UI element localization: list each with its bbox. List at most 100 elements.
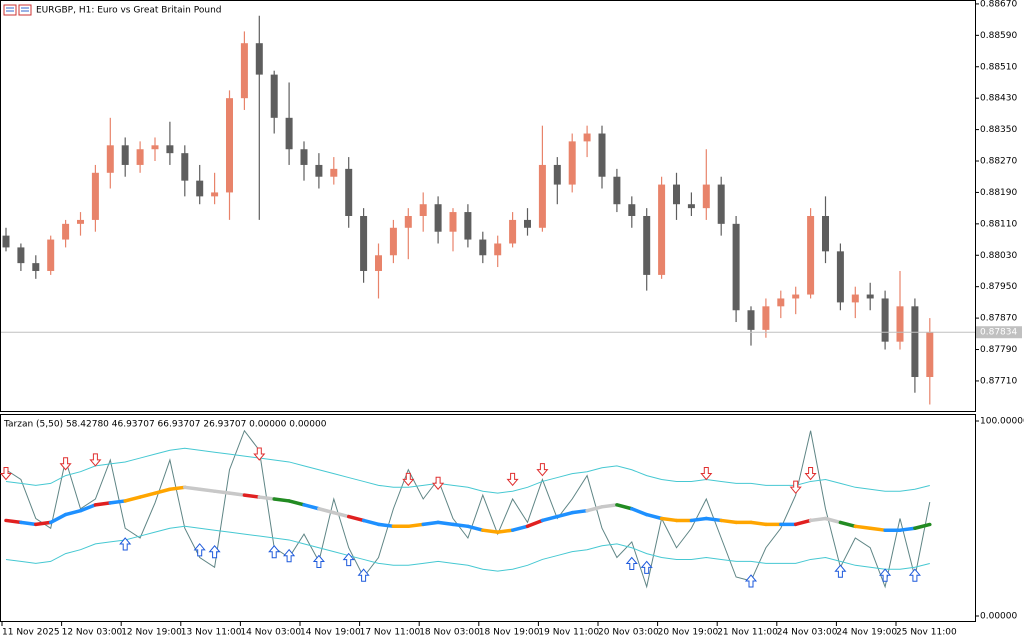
- candle-body: [434, 204, 442, 232]
- candle-body: [687, 204, 695, 209]
- x-tick-label: 12 Nov 03:00: [62, 628, 123, 638]
- signal-segment: [719, 518, 738, 525]
- candle-body: [553, 164, 561, 185]
- candle-body: [375, 255, 382, 271]
- signal-segment: [898, 526, 917, 532]
- signal-segment: [600, 503, 619, 509]
- up-arrow: [268, 545, 281, 559]
- signal-segment: [78, 503, 98, 513]
- y-tick-label: 0.88590: [980, 31, 1017, 41]
- x-tick-label: 17 Nov 11:00: [360, 628, 421, 638]
- y-tick-label: 0.87870: [980, 314, 1017, 324]
- candle-body: [419, 204, 427, 216]
- candle-body: [196, 180, 204, 197]
- signal-segment: [138, 491, 157, 499]
- x-tick-label: 25 Nov 11:00: [896, 628, 957, 638]
- x-tick-label: 18 Nov 03:00: [419, 628, 480, 638]
- signal-segment: [659, 516, 679, 523]
- candle-body: [166, 145, 174, 154]
- y-tick-label: 0.88430: [980, 94, 1017, 104]
- signal-segment: [257, 495, 276, 501]
- up-arrow: [357, 568, 370, 582]
- signal-segment: [332, 510, 351, 519]
- down-arrow: [59, 457, 72, 471]
- candle-body: [866, 294, 874, 299]
- signal-segment: [808, 516, 828, 523]
- signal-segment: [853, 524, 872, 530]
- signal-segment: [317, 507, 336, 515]
- candle-body: [851, 294, 859, 303]
- candle-body: [300, 149, 308, 165]
- candle-body: [836, 251, 844, 303]
- y-tick-label: 0.88030: [980, 251, 1017, 261]
- candle-body: [792, 294, 800, 299]
- signal-segment: [451, 522, 470, 529]
- candle-body: [181, 153, 189, 181]
- candle-body: [211, 192, 219, 197]
- candle-body: [658, 184, 666, 275]
- candle-body: [151, 145, 159, 150]
- signal-segment: [868, 526, 887, 532]
- candle-body: [762, 306, 770, 330]
- signal-segment: [555, 510, 574, 519]
- candle-body: [717, 184, 725, 224]
- band-line: [5, 525, 930, 572]
- down-arrow: [536, 463, 549, 477]
- signal-segment: [913, 522, 932, 530]
- candle-body: [509, 219, 517, 244]
- candle-body: [345, 168, 353, 216]
- last-price-box: [976, 326, 1022, 339]
- signal-segment: [630, 507, 649, 517]
- candle-body: [479, 239, 487, 256]
- down-arrow: [700, 467, 713, 481]
- signal-segment: [302, 503, 321, 511]
- y-tick-label: 0.00000: [980, 611, 1017, 621]
- candle-body: [136, 149, 144, 165]
- signal-segment: [346, 514, 366, 523]
- signal-segment: [570, 508, 589, 515]
- symbol-icon: [3, 4, 32, 16]
- y-tick-label: 0.88190: [980, 188, 1017, 198]
- y-tick-label: 0.88510: [980, 62, 1017, 72]
- x-tick-label: 20 Nov 19:00: [658, 628, 719, 638]
- signal-segment: [510, 524, 530, 532]
- chart-title: EURGBP, H1: Euro vs Great Britain Pound: [36, 6, 221, 16]
- x-tick-label: 18 Nov 19:00: [479, 628, 540, 638]
- signal-segment: [93, 501, 113, 507]
- y-tick-label: 0.87710: [980, 376, 1017, 386]
- signal-segment: [361, 518, 381, 527]
- candle-body: [255, 43, 263, 75]
- candle-body: [2, 235, 10, 248]
- price-frame: [0, 0, 976, 412]
- candle-body: [62, 223, 70, 240]
- candle-body: [702, 184, 710, 209]
- candle-body: [270, 74, 278, 118]
- x-tick-label: 24 Nov 03:00: [777, 628, 838, 638]
- candle-body: [896, 306, 904, 342]
- candle-body: [911, 306, 919, 378]
- up-arrow: [908, 568, 921, 582]
- down-arrow: [402, 472, 415, 487]
- x-tick-label: 14 Nov 19:00: [300, 628, 361, 638]
- candle-body: [77, 219, 84, 224]
- candle-body: [822, 215, 829, 252]
- x-tick-label: 20 Nov 03:00: [598, 628, 659, 638]
- signal-segment: [421, 520, 440, 527]
- candle-body: [881, 298, 889, 342]
- candle-body: [524, 219, 531, 228]
- signal-segment: [272, 497, 291, 503]
- down-arrow: [253, 447, 266, 461]
- up-arrow: [834, 564, 847, 578]
- signal-segment: [153, 487, 172, 495]
- candle-body: [777, 298, 785, 307]
- x-tick-label: 21 Nov 11:00: [717, 628, 778, 638]
- signal-segment: [615, 503, 634, 511]
- last-price-label: 0.87834: [980, 328, 1017, 338]
- signal-segment: [495, 528, 515, 534]
- y-tick-label: 0.87950: [980, 282, 1017, 292]
- oscillator-line: [5, 429, 931, 589]
- signal-segment: [436, 520, 455, 527]
- candle-body: [598, 133, 606, 177]
- candle-body: [32, 263, 40, 271]
